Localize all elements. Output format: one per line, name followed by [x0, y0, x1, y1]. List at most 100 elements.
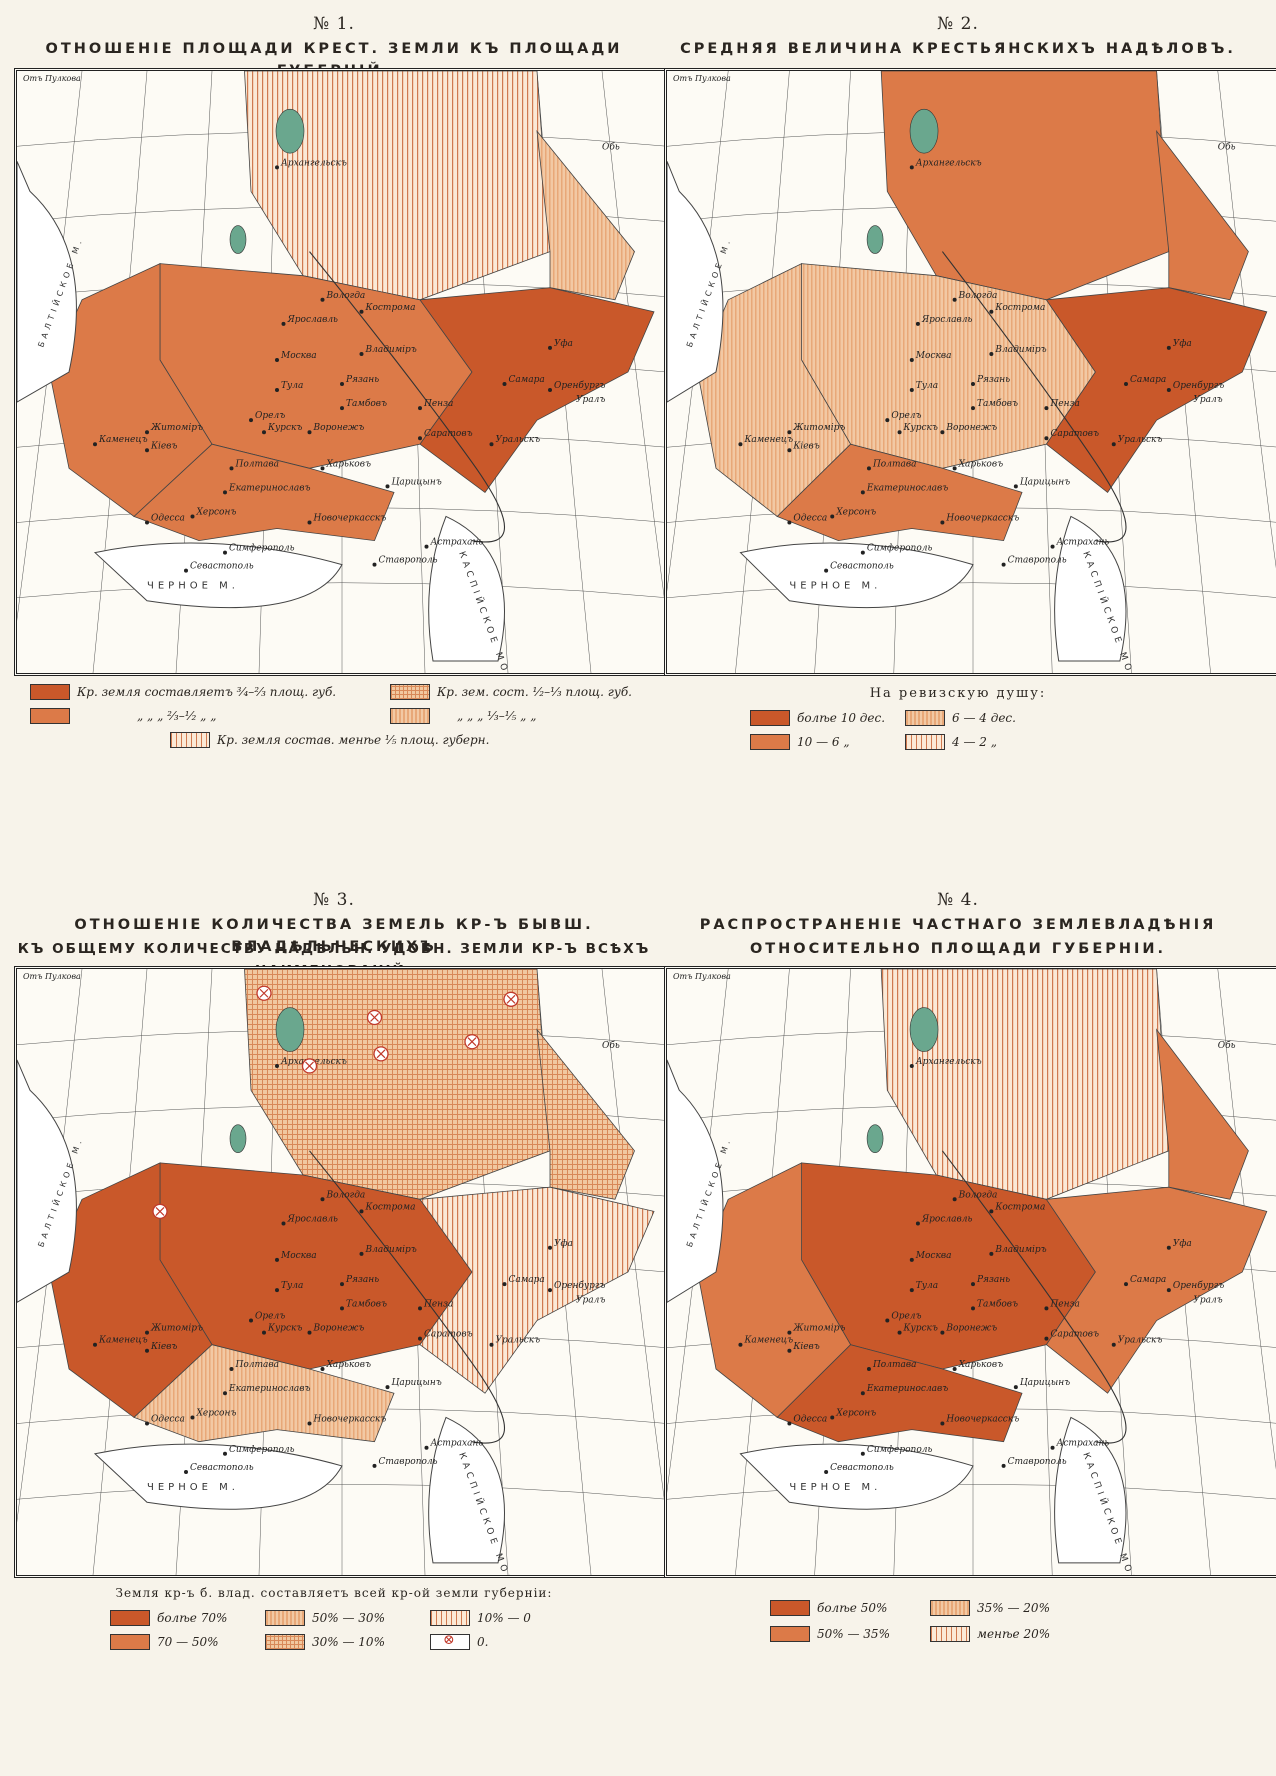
- city-label: Ярославль: [287, 1215, 339, 1225]
- longitude-origin-label: Отъ Пулкова: [23, 74, 81, 83]
- city-label: Воронежъ: [945, 1324, 997, 1334]
- city-marker: Кострома: [989, 303, 1045, 314]
- map-legend: На ревизскую душу: болѣе 10 дес. 6 — 4 д…: [640, 676, 1276, 766]
- city-marker: Рязань: [971, 375, 1010, 387]
- city-marker: Одесса: [145, 1415, 185, 1426]
- city-marker: Тула: [275, 381, 303, 393]
- river-label: Уралъ: [1193, 1295, 1222, 1305]
- baltic-sea: [667, 161, 724, 403]
- city-label: Одесса: [793, 1415, 827, 1425]
- city-marker: Саратовъ: [418, 429, 473, 441]
- city-label: Саратовъ: [1050, 429, 1099, 439]
- city-label: Кострома: [994, 303, 1045, 313]
- city-marker: Екатеринославъ: [223, 483, 310, 495]
- legend-swatch: [265, 1634, 305, 1650]
- city-marker: Пенза: [1044, 1299, 1080, 1311]
- lake-onega: [275, 1007, 305, 1052]
- city-label: Каменецъ: [98, 435, 148, 445]
- city-label: Самара: [1130, 375, 1166, 385]
- city-label: Полтава: [872, 1360, 917, 1370]
- city-marker: Херсонъ: [190, 507, 236, 519]
- parallel-line: [667, 582, 1276, 598]
- longitude-origin-label: Отъ Пулкова: [673, 74, 731, 83]
- city-marker: Пенза: [1044, 399, 1080, 411]
- city-marker: Одесса: [145, 514, 185, 525]
- city-marker: Уфа: [548, 1239, 573, 1250]
- city-label: Ставрополь: [379, 1457, 438, 1467]
- city-label: Воронежъ: [313, 423, 365, 433]
- city-label: Архангельскъ: [915, 1057, 982, 1067]
- city-label: Симферополь: [229, 544, 295, 554]
- river-label: Обь: [602, 1040, 620, 1051]
- map-title: СРЕДНЯЯ ВЕЛИЧИНА КРЕСТЬЯНСКИХЪ НАДѢЛОВЪ.: [680, 41, 1236, 57]
- city-marker: Орелъ: [249, 1311, 285, 1323]
- region-east: [1045, 287, 1268, 493]
- city-label: Рязань: [976, 1275, 1010, 1285]
- legend-swatch: [390, 708, 430, 724]
- city-label: Оренбургъ: [1173, 380, 1224, 391]
- legend-swatch: [750, 734, 790, 750]
- city-marker: Воронежъ: [940, 1324, 997, 1335]
- city-label: Екатеринославъ: [228, 1384, 310, 1394]
- map-title: ОТНОШЕНІЕ КОЛИЧЕСТВА ЗЕМЕЛЬ КР-Ъ БЫВШ. В…: [74, 917, 594, 955]
- meridian-line: [601, 969, 667, 1524]
- region-east: [419, 287, 655, 493]
- city-marker: Житоміръ: [145, 423, 203, 435]
- river-label: Уралъ: [576, 395, 605, 405]
- city-label: Воронежъ: [945, 423, 997, 433]
- map-frame: Архангельскъ Вологда Кострома Ярославль Влад…: [14, 68, 670, 676]
- city-label: Ярославль: [921, 315, 973, 325]
- city-label: Уфа: [554, 1239, 573, 1249]
- city-label: Уральскъ: [496, 1336, 541, 1346]
- city-marker: Севастополь: [824, 1463, 894, 1474]
- city-marker: Херсонъ: [830, 507, 876, 519]
- city-label: Самара: [1130, 1275, 1166, 1285]
- city-label: Ставрополь: [1008, 556, 1067, 566]
- city-marker: Орелъ: [885, 1311, 922, 1323]
- city-marker: Уфа: [1166, 1239, 1192, 1250]
- legend-item: 10% — 0: [430, 1610, 531, 1626]
- city-marker: Житоміръ: [145, 1324, 203, 1335]
- city-label: Тула: [916, 1281, 938, 1291]
- city-marker: Москва: [275, 351, 317, 362]
- city-label: Царицынъ: [1020, 1378, 1070, 1388]
- city-label: Ярославль: [921, 1215, 973, 1225]
- region-east: [419, 1186, 655, 1394]
- city-label: Уральскъ: [1118, 1336, 1163, 1346]
- city-marker: Тамбовъ: [340, 1298, 387, 1311]
- map-panel-3: № 3. ОТНОШЕНІЕ КОЛИЧЕСТВА ЗЕМЕЛЬ КР-Ъ БЫ…: [0, 890, 670, 1776]
- city-marker: Оренбургъ: [548, 380, 605, 393]
- city-label: Пенза: [1049, 1299, 1079, 1309]
- city-marker: Курскъ: [262, 1324, 302, 1335]
- city-label: Воронежъ: [313, 1324, 365, 1334]
- city-marker: Тамбовъ: [971, 1298, 1018, 1311]
- city-marker: Севастополь: [184, 1463, 254, 1474]
- city-label: Кострома: [365, 1202, 416, 1212]
- city-label: Вологда: [958, 291, 998, 301]
- city-label: Тула: [916, 381, 938, 391]
- city-label: Полтава: [235, 1360, 280, 1370]
- city-marker: Саратовъ: [1044, 429, 1099, 441]
- city-label: Симферополь: [867, 1445, 933, 1455]
- city-label: Курскъ: [267, 1324, 302, 1334]
- city-marker: Оренбургъ: [548, 1280, 605, 1293]
- map-frame: Архангельскъ Вологда Кострома Ярославль Влад…: [664, 966, 1276, 1578]
- city-marker: Севастополь: [824, 562, 894, 573]
- map-number: № 2.: [937, 14, 979, 34]
- lake-ladoga: [229, 225, 247, 254]
- legend-item: 0.: [430, 1632, 488, 1650]
- city-marker: Москва: [275, 1251, 317, 1262]
- city-marker: Владиміръ: [989, 345, 1047, 356]
- city-label: Новочеркасскъ: [313, 514, 387, 524]
- city-marker: Тула: [275, 1281, 303, 1293]
- city-label: Херсонъ: [835, 1408, 876, 1418]
- region-south: [133, 1344, 395, 1443]
- city-label: Тамбовъ: [346, 1298, 387, 1309]
- city-marker: Воронежъ: [940, 423, 997, 435]
- meridian-line: [1217, 71, 1276, 570]
- black-sea: [93, 542, 343, 609]
- city-marker: Ярославль: [915, 315, 973, 326]
- city-marker: Симферополь: [223, 544, 295, 555]
- city-label: Полтава: [235, 459, 280, 469]
- city-label: Москва: [915, 1251, 952, 1261]
